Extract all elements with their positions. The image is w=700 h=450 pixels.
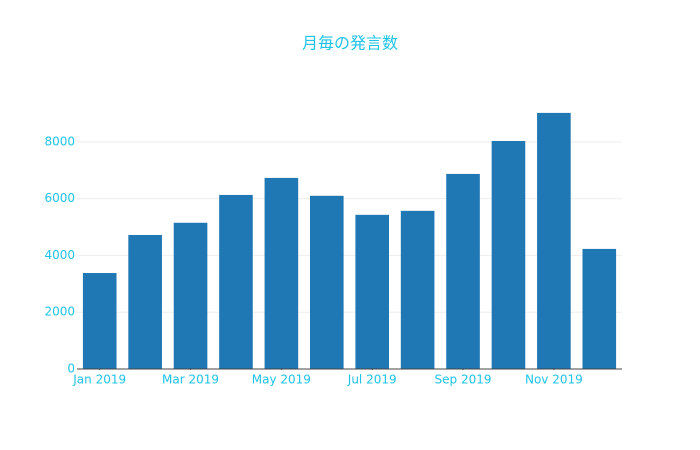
bar	[219, 194, 253, 369]
y-tick-label: 2000	[44, 305, 75, 319]
y-tick-label: 8000	[44, 134, 75, 148]
y-tick-label: 4000	[44, 248, 75, 262]
bar	[309, 195, 344, 369]
bar	[400, 210, 435, 369]
y-tick-label: 6000	[44, 191, 75, 205]
bar	[582, 248, 617, 369]
bar	[128, 234, 162, 369]
x-tick-label: Jul 2019	[347, 373, 397, 387]
bar	[491, 141, 526, 369]
x-tick-label: Nov 2019	[525, 373, 583, 387]
bar	[446, 173, 480, 369]
bar	[537, 112, 571, 369]
x-tick-label: Jan 2019	[72, 373, 126, 387]
x-tick-label: Mar 2019	[162, 373, 219, 387]
x-tick-label: May 2019	[252, 373, 311, 387]
bar	[264, 177, 299, 369]
bar	[173, 222, 208, 369]
chart-title: 月毎の発言数	[302, 34, 398, 53]
bar	[82, 273, 117, 369]
bar	[355, 214, 390, 369]
x-tick-label: Sep 2019	[435, 373, 492, 387]
y-tick-label: 0	[67, 362, 75, 376]
